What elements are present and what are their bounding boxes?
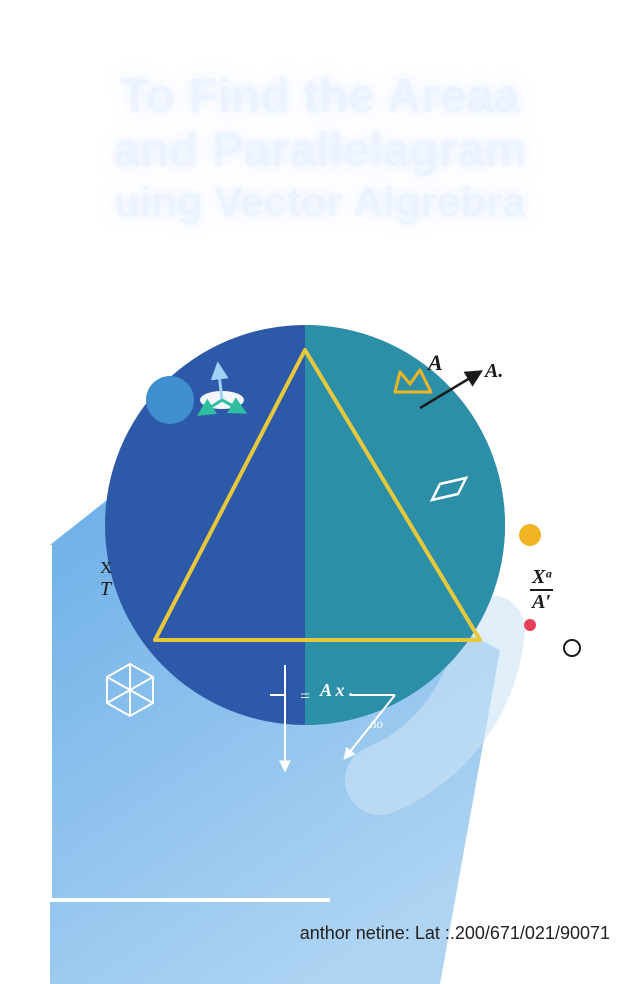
dot-yellow-icon — [519, 524, 541, 546]
footer-text: anthor netine: Lat :.200/671/021/90071 — [300, 923, 610, 944]
label-xt: X T — [100, 558, 112, 601]
dot-red-icon — [524, 619, 536, 631]
label-x: X — [100, 558, 112, 578]
label-ax: A x . — [320, 680, 354, 701]
title-line-2: and Parallelagram — [0, 124, 640, 178]
label-fraction: Xᵃ A′ — [530, 566, 553, 614]
label-a-arrow: A. — [485, 360, 503, 383]
label-no: no — [370, 716, 383, 732]
dot-outline-icon — [564, 640, 580, 656]
title-line-3: uing Vector Algrebra — [0, 178, 640, 225]
label-equals: = — [300, 686, 310, 707]
label-t: T — [100, 578, 112, 601]
fraction-num: Xᵃ — [530, 566, 553, 591]
title-line-1: To Find the Areaa — [0, 70, 640, 124]
fraction-den: A′ — [530, 591, 553, 614]
page-title: To Find the Areaa and Parallelagram uing… — [0, 70, 640, 225]
small-circle-icon — [146, 376, 194, 424]
label-a-crown: A — [428, 350, 443, 376]
